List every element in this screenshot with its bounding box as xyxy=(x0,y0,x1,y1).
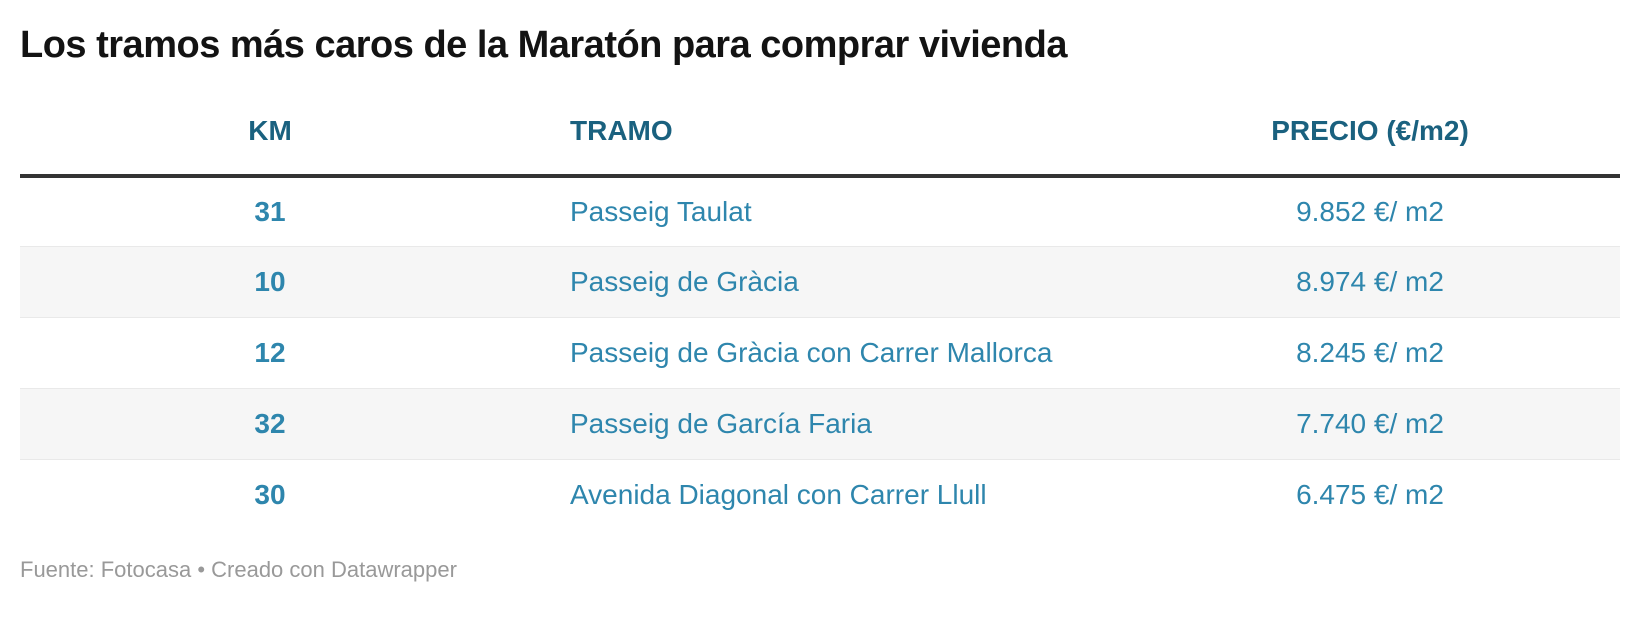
cell-tramo: Passeig Taulat xyxy=(570,195,752,227)
page-title: Los tramos más caros de la Maratón para … xyxy=(20,24,1067,66)
table-row: 12 Passeig de Gràcia con Carrer Mallorca… xyxy=(20,317,1620,389)
datawrapper-table-page: Los tramos más caros de la Maratón para … xyxy=(20,24,1620,582)
cell-precio: 8.974 €/ m2 xyxy=(1296,266,1444,298)
cell-tramo: Avenida Diagonal con Carrer Llull xyxy=(570,479,987,511)
cell-km: 30 xyxy=(254,479,286,511)
cell-km: 31 xyxy=(254,195,286,227)
cell-precio: 9.852 €/ m2 xyxy=(1296,195,1444,227)
cell-km: 12 xyxy=(254,337,286,369)
table-header-row: KM TRAMO PRECIO (€/m2) xyxy=(20,87,1620,178)
cell-tramo: Passeig de Gràcia con Carrer Mallorca xyxy=(570,337,1053,369)
column-header-km: KM xyxy=(20,87,520,178)
column-header-precio: PRECIO (€/m2) xyxy=(1120,87,1620,178)
cell-km: 10 xyxy=(254,266,286,298)
cell-precio: 6.475 €/ m2 xyxy=(1296,479,1444,511)
table-row: 31 Passeig Taulat 9.852 €/ m2 xyxy=(20,176,1620,247)
column-header-tramo: TRAMO xyxy=(520,87,1120,178)
cell-km: 32 xyxy=(254,408,286,440)
table-row: 32 Passeig de García Faria 7.740 €/ m2 xyxy=(20,388,1620,460)
table-row: 10 Passeig de Gràcia 8.974 €/ m2 xyxy=(20,246,1620,318)
table-row: 30 Avenida Diagonal con Carrer Llull 6.4… xyxy=(20,459,1620,531)
cell-precio: 8.245 €/ m2 xyxy=(1296,337,1444,369)
cell-precio: 7.740 €/ m2 xyxy=(1296,408,1444,440)
price-table: KM TRAMO PRECIO (€/m2) 31 Passeig Taulat… xyxy=(20,87,1620,531)
cell-tramo: Passeig de García Faria xyxy=(570,408,872,440)
cell-tramo: Passeig de Gràcia xyxy=(570,266,799,298)
source-attribution: Fuente: Fotocasa • Creado con Datawrappe… xyxy=(20,556,457,582)
